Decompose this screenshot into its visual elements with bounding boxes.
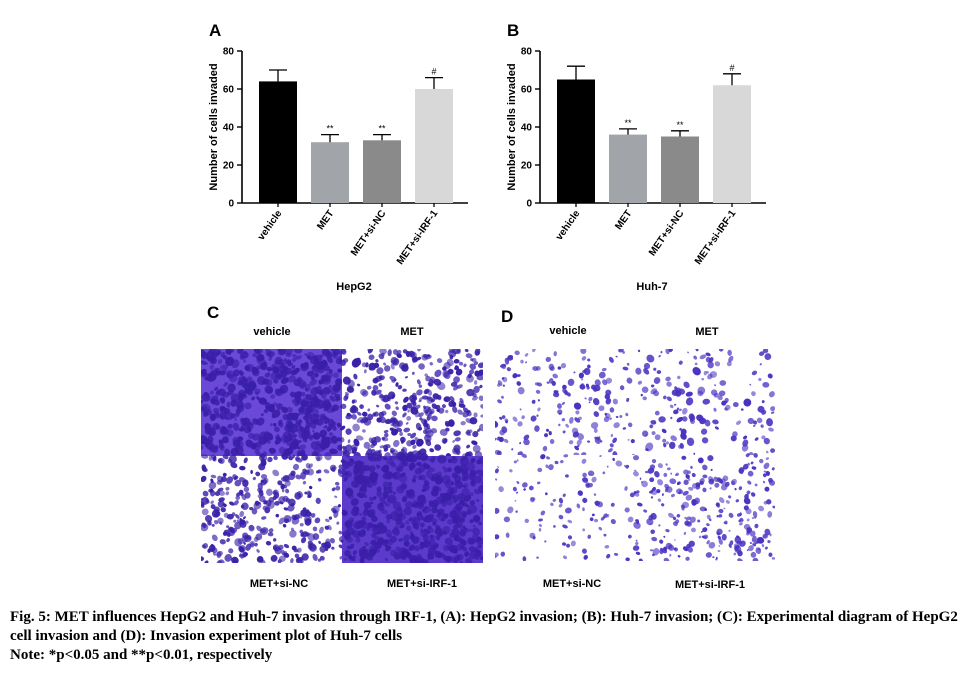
chart-hepg2-panel-letter: A [209, 21, 221, 40]
chart-hepg2-annotation-1: ** [326, 124, 334, 134]
micrograph-huh7-image [495, 349, 775, 561]
label-huh7-met-si-nc: MET+si-NC [542, 578, 602, 590]
chart-huh7: B 0 20 40 60 80 Number of cells invaded vehicle… [490, 18, 790, 300]
label-hepg2-met: MET [400, 326, 424, 338]
chart-hepg2-category-label-0: vehicle [256, 208, 285, 242]
chart-hepg2-y-label: Number of cells invaded [208, 63, 220, 190]
caption-text: Fig. 5: MET influences HepG2 and Huh-7 i… [10, 609, 958, 644]
label-huh7-vehicle: vehicle [549, 325, 587, 337]
chart-huh7-bar-0 [557, 79, 595, 203]
chart-hepg2-category-label-2: MET+si-NC [349, 208, 388, 258]
micrograph-hepg2-cells-0 [201, 349, 344, 459]
label-huh7-met: MET [695, 326, 719, 338]
figure-caption: Fig. 5: MET influences HepG2 and Huh-7 i… [10, 608, 970, 665]
label-hepg2-met-si-irf1: MET+si-IRF-1 [387, 578, 457, 590]
chart-hepg2-y-tick-label: 80 [223, 47, 235, 58]
chart-huh7-y-tick-label: 80 [521, 47, 533, 58]
chart-huh7-category-label-1: MET [613, 208, 634, 232]
chart-huh7-category-label-3: MET+si-IRF-1 [693, 208, 739, 267]
caption-note: Note: *p<0.05 and **p<0.01, respectively [10, 647, 273, 663]
chart-huh7-bar-3 [713, 85, 751, 203]
chart-hepg2-bar-3 [415, 89, 453, 203]
chart-huh7-title: Huh-7 [636, 281, 667, 293]
chart-hepg2-y-tick-label: 0 [228, 199, 234, 210]
chart-hepg2-title: HepG2 [336, 281, 371, 293]
chart-huh7-bar-2 [661, 136, 699, 203]
chart-huh7-panel-letter: B [507, 21, 519, 40]
micrograph-huh7-cells-3 [632, 453, 775, 561]
chart-huh7-annotation-1: ** [624, 118, 632, 128]
chart-hepg2-annotation-2: ** [378, 124, 386, 134]
chart-huh7-annotation-3: # [729, 63, 734, 73]
micrograph-hepg2-cells-1 [339, 349, 483, 460]
chart-hepg2-y-tick-label: 40 [223, 123, 235, 134]
micrograph-hepg2-image [201, 349, 483, 563]
chart-huh7-y-tick-label: 0 [526, 199, 532, 210]
micrograph-huh7-cells-1 [635, 349, 775, 458]
micrograph-huh7 [495, 349, 775, 561]
chart-huh7-y-label: Number of cells invaded [506, 63, 518, 190]
chart-huh7-y-tick-label: 40 [521, 123, 533, 134]
chart-hepg2-y-tick-label: 60 [223, 85, 235, 96]
label-hepg2-vehicle: vehicle [253, 326, 291, 338]
chart-hepg2: A 0 20 40 60 80 Number of cells invaded vehicle… [192, 18, 492, 300]
chart-huh7-y-tick-label: 20 [521, 161, 533, 172]
micrograph-huh7-cells-0 [495, 349, 635, 458]
micrograph-hepg2-cells-2 [201, 452, 346, 563]
panel-letter-c: C [207, 303, 220, 322]
panel-letter-d: D [501, 307, 514, 326]
chart-hepg2-category-label-3: MET+si-IRF-1 [395, 208, 441, 267]
chart-hepg2-bar-1 [311, 142, 349, 203]
micrograph-hepg2 [201, 349, 483, 563]
chart-hepg2-category-label-1: MET [315, 208, 336, 232]
chart-hepg2-annotation-3: # [431, 67, 436, 77]
chart-huh7-annotation-2: ** [676, 120, 684, 130]
micrograph-huh7-cells-2 [495, 453, 635, 561]
chart-hepg2-bar-2 [363, 140, 401, 203]
label-hepg2-met-si-nc: MET+si-NC [249, 578, 309, 590]
chart-hepg2-y-tick-label: 20 [223, 161, 235, 172]
chart-huh7-category-label-0: vehicle [554, 208, 583, 242]
chart-huh7-y-tick-label: 60 [521, 85, 533, 96]
chart-huh7-bar-1 [609, 134, 647, 203]
chart-huh7-category-label-2: MET+si-NC [647, 208, 686, 258]
label-huh7-met-si-irf1: MET+si-IRF-1 [675, 579, 745, 591]
micrograph-hepg2-cells-3 [337, 451, 483, 563]
chart-hepg2-bar-0 [259, 81, 297, 203]
